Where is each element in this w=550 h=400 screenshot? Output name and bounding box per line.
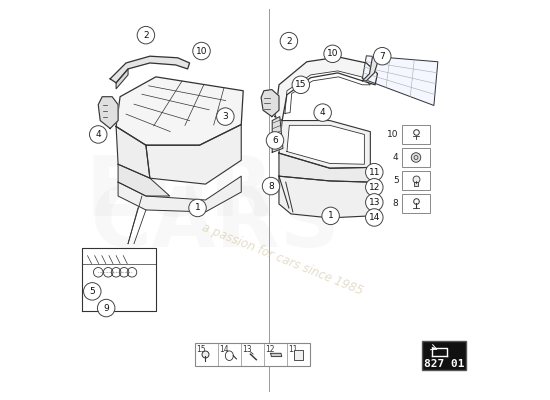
Text: EURO: EURO (86, 152, 345, 232)
FancyBboxPatch shape (294, 350, 303, 360)
Circle shape (411, 153, 421, 162)
Circle shape (324, 45, 342, 62)
Circle shape (366, 194, 383, 211)
Circle shape (217, 108, 234, 125)
FancyBboxPatch shape (402, 194, 430, 213)
Text: 5: 5 (90, 287, 95, 296)
Text: 11: 11 (289, 345, 298, 354)
Text: 6: 6 (272, 136, 278, 145)
Polygon shape (116, 126, 150, 178)
Circle shape (90, 126, 107, 143)
Text: 13: 13 (368, 198, 380, 207)
Polygon shape (362, 56, 438, 106)
Circle shape (137, 26, 155, 44)
Text: 2: 2 (286, 37, 292, 46)
Polygon shape (287, 125, 364, 164)
Text: CARS: CARS (91, 183, 340, 264)
Text: 10: 10 (196, 46, 207, 56)
Text: 14: 14 (219, 345, 229, 354)
Circle shape (193, 42, 210, 60)
Polygon shape (118, 176, 241, 212)
Circle shape (280, 32, 298, 50)
Polygon shape (116, 77, 243, 145)
FancyBboxPatch shape (402, 148, 430, 167)
Circle shape (314, 104, 332, 121)
Polygon shape (279, 120, 370, 168)
Text: 4: 4 (393, 153, 399, 162)
FancyBboxPatch shape (195, 343, 310, 366)
Circle shape (189, 199, 206, 217)
Text: 7: 7 (379, 52, 385, 61)
Text: 10: 10 (387, 130, 399, 139)
Circle shape (373, 48, 391, 65)
Polygon shape (279, 153, 370, 182)
Text: 4: 4 (95, 130, 101, 139)
Text: 4: 4 (320, 108, 326, 117)
Text: 9: 9 (103, 304, 109, 312)
Text: 5: 5 (393, 176, 399, 185)
Circle shape (84, 283, 101, 300)
Circle shape (322, 207, 339, 225)
Polygon shape (110, 56, 190, 83)
Polygon shape (98, 97, 118, 128)
Text: 12: 12 (368, 183, 380, 192)
Text: 13: 13 (243, 345, 252, 354)
FancyBboxPatch shape (422, 342, 466, 370)
Circle shape (366, 164, 383, 181)
Text: 15: 15 (295, 80, 306, 89)
Circle shape (262, 177, 280, 195)
Text: a passion for cars since 1985: a passion for cars since 1985 (201, 221, 365, 298)
Text: 14: 14 (368, 213, 380, 222)
Text: 15: 15 (196, 345, 206, 354)
Polygon shape (271, 353, 282, 356)
Text: 8: 8 (393, 199, 399, 208)
Polygon shape (118, 164, 170, 196)
Polygon shape (285, 71, 370, 114)
Text: 3: 3 (222, 112, 228, 121)
Circle shape (266, 132, 284, 149)
Circle shape (292, 76, 310, 94)
FancyBboxPatch shape (402, 125, 430, 144)
Circle shape (366, 209, 383, 226)
Polygon shape (279, 176, 370, 218)
Polygon shape (261, 90, 279, 116)
Polygon shape (146, 124, 241, 184)
Text: 1: 1 (195, 204, 200, 212)
Text: 11: 11 (368, 168, 380, 177)
Text: 10: 10 (327, 49, 338, 58)
Polygon shape (275, 57, 377, 120)
FancyBboxPatch shape (402, 171, 430, 190)
Text: 12: 12 (266, 345, 275, 354)
Circle shape (366, 178, 383, 196)
Text: 2: 2 (143, 31, 148, 40)
Text: 8: 8 (268, 182, 274, 190)
Polygon shape (362, 53, 379, 81)
Text: 1: 1 (328, 211, 333, 220)
Text: 827 01: 827 01 (424, 359, 464, 369)
Polygon shape (116, 69, 128, 89)
Circle shape (97, 299, 115, 317)
Polygon shape (272, 116, 283, 152)
